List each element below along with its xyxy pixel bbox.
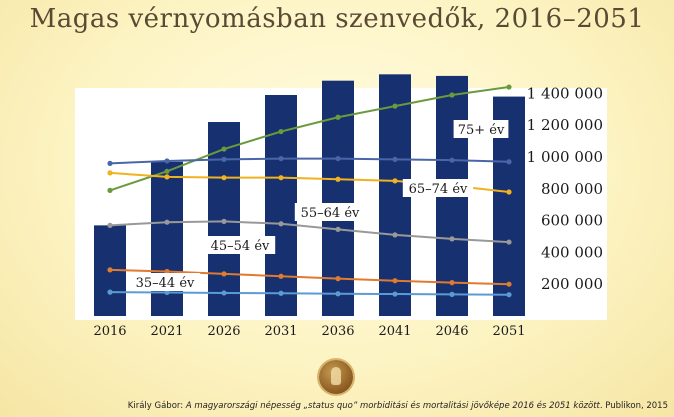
series-point-4-0 [107, 267, 113, 273]
y-tick-label: 800 000 [541, 180, 603, 198]
series-label-bg [453, 120, 509, 138]
series-point-2-7 [506, 189, 512, 195]
y-tick-label: 600 000 [541, 212, 603, 230]
series-point-2-1 [164, 174, 170, 180]
series-point-2-4 [335, 176, 341, 182]
series-point-5-2 [221, 290, 227, 296]
series-point-3-3 [278, 221, 284, 227]
series-point-5-6 [449, 291, 455, 297]
series-point-3-5 [392, 232, 398, 238]
series-label-bg [402, 179, 474, 197]
source-citation: Király Gábor: A magyarországi népesség „… [0, 401, 668, 411]
citation-tail: . Publikon, 2015 [599, 401, 668, 411]
series-point-5-4 [335, 291, 341, 297]
series-point-5-0 [107, 289, 113, 295]
x-tick-label: 2021 [150, 324, 183, 339]
y-tick-label: 1 000 000 [527, 148, 603, 166]
series-point-4-7 [506, 281, 512, 287]
series-point-0-0 [107, 187, 113, 193]
series-point-5-5 [392, 291, 398, 297]
series-point-4-6 [449, 280, 455, 286]
series-point-4-3 [278, 273, 284, 279]
x-tick-label: 2036 [321, 324, 354, 339]
citation-author: Király Gábor: [127, 401, 186, 411]
y-tick-label: 1 200 000 [527, 116, 603, 134]
series-line-0 [109, 86, 510, 192]
university-seal-icon [319, 360, 353, 394]
series-point-3-0 [107, 222, 113, 228]
series-point-4-5 [392, 278, 398, 284]
series-line-3 [109, 220, 510, 244]
citation-work: A magyarországi népesség „status quo” mo… [185, 401, 600, 411]
series-point-1-4 [335, 155, 341, 162]
series-point-3-6 [449, 236, 455, 242]
series-point-2-2 [221, 175, 227, 181]
chart-title: Magas vérnyomásban szenvedők, 2016–2051 [29, 4, 645, 34]
series-point-2-0 [107, 170, 113, 176]
y-tick-label: 1 400 000 [527, 84, 603, 102]
series-point-0-1 [164, 168, 170, 174]
series-point-3-2 [221, 218, 227, 224]
series-point-1-5 [392, 156, 398, 162]
series-point-1-2 [221, 156, 227, 162]
x-tick-label: 2031 [264, 324, 297, 339]
series-label-2: 55–64 év [301, 206, 360, 221]
series-point-3-4 [335, 226, 341, 232]
series-point-0-4 [335, 114, 341, 120]
series-point-0-5 [392, 103, 398, 109]
series-point-3-1 [164, 219, 170, 225]
series-point-0-7 [506, 84, 512, 90]
x-tick-label: 2051 [492, 324, 525, 339]
series-label-bg [129, 273, 201, 291]
x-tick-label: 2016 [93, 324, 126, 339]
series-point-2-5 [392, 178, 398, 184]
series-point-1-1 [164, 158, 170, 164]
series-line-5 [109, 291, 510, 296]
series-line-4 [109, 268, 510, 286]
x-tick-label: 2046 [435, 324, 468, 339]
series-point-1-7 [506, 159, 512, 165]
series-label-4: 35–44 év [136, 276, 195, 291]
series-label-3: 45–54 év [211, 239, 270, 254]
series-label-0: 75+ év [458, 123, 505, 138]
series-point-0-6 [449, 92, 455, 98]
series-point-0-2 [221, 146, 227, 152]
series-point-1-3 [278, 155, 284, 162]
x-tick-label: 2041 [378, 324, 411, 339]
x-tick-label: 2026 [207, 324, 240, 339]
series-point-5-3 [278, 290, 284, 296]
series-point-4-4 [335, 276, 341, 282]
series-label-bg [204, 236, 276, 254]
series-label-1: 65–74 év [409, 182, 468, 197]
series-point-3-7 [506, 239, 512, 245]
series-point-2-3 [278, 175, 284, 181]
y-tick-label: 400 000 [541, 243, 603, 261]
series-label-bg [294, 203, 366, 221]
series-point-4-1 [164, 268, 170, 275]
series-point-4-2 [221, 271, 227, 277]
y-tick-label: 200 000 [541, 275, 603, 293]
series-point-0-3 [278, 128, 284, 135]
series-line-1 [109, 157, 510, 165]
series-point-5-1 [164, 289, 170, 296]
series-point-1-0 [107, 160, 113, 166]
series-point-5-7 [506, 292, 512, 298]
series-point-1-6 [449, 157, 455, 163]
